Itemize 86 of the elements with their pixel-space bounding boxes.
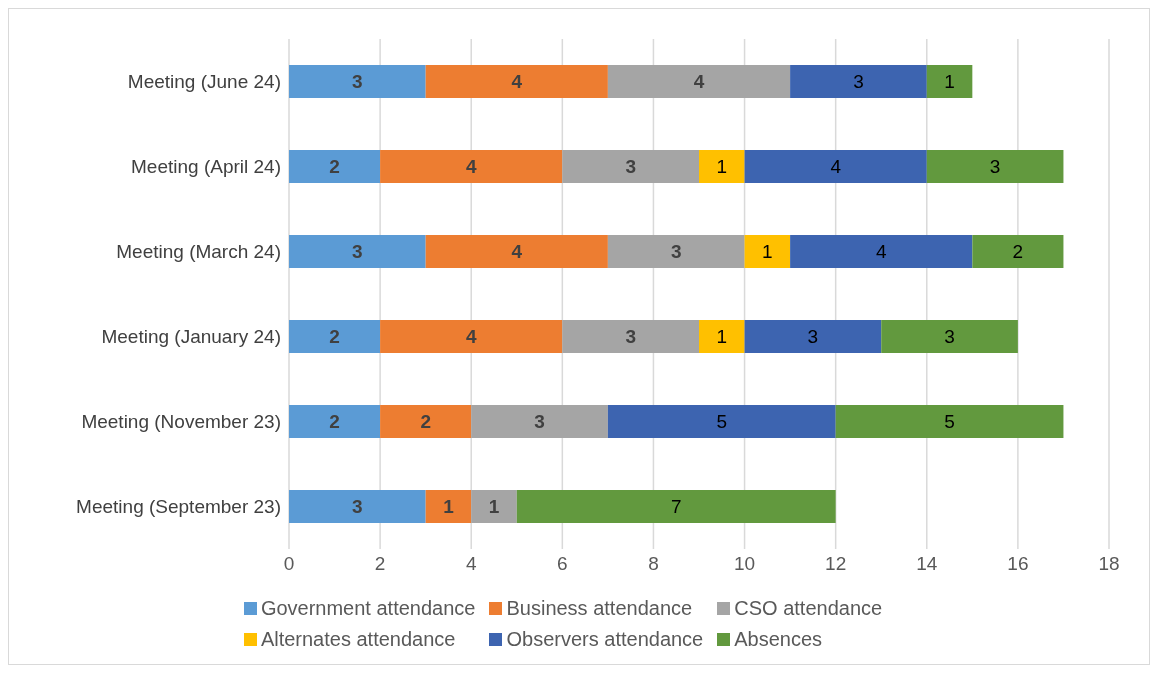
bar — [881, 320, 1018, 353]
bar — [289, 490, 426, 523]
bar — [425, 490, 472, 523]
bar — [380, 150, 563, 183]
legend-label: Alternates attendance — [260, 628, 456, 651]
bar — [699, 150, 745, 183]
bar — [744, 235, 791, 268]
x-tick-label: 8 — [648, 553, 659, 575]
bar — [607, 405, 836, 438]
data-label: 5 — [944, 411, 955, 433]
data-label: 2 — [1012, 241, 1024, 263]
bar — [380, 320, 563, 353]
bar — [289, 320, 381, 353]
x-tick-label: 10 — [733, 553, 756, 575]
data-label: 3 — [989, 156, 1001, 178]
data-label: 1 — [944, 71, 955, 93]
bar — [744, 320, 882, 353]
data-label: 1 — [716, 326, 728, 348]
bar — [562, 150, 699, 183]
data-label: 3 — [625, 156, 636, 178]
bar — [790, 65, 927, 98]
bar — [744, 150, 927, 183]
data-label: 3 — [352, 241, 363, 263]
data-label: 2 — [329, 156, 340, 178]
bar — [926, 150, 1064, 183]
data-label: 4 — [511, 71, 523, 93]
data-label: 3 — [853, 71, 864, 93]
bar — [790, 235, 973, 268]
bar — [699, 320, 745, 353]
data-label: 2 — [420, 411, 431, 433]
data-label: 1 — [488, 496, 500, 518]
legend-label: CSO attendance — [734, 597, 883, 620]
x-tick-label: 6 — [557, 553, 568, 575]
bar — [289, 65, 426, 98]
data-label: 1 — [762, 241, 773, 263]
data-label: 4 — [465, 326, 477, 348]
bar — [289, 235, 426, 268]
legend-label: Business attendance — [506, 597, 693, 620]
x-tick-label: 16 — [1007, 553, 1029, 575]
x-tick-label: 2 — [374, 553, 386, 575]
bar — [516, 490, 836, 523]
data-label: 4 — [830, 156, 842, 178]
data-label: 4 — [465, 156, 477, 178]
y-tick-label: Meeting (January 24) — [101, 326, 281, 348]
bar — [926, 65, 973, 98]
data-label: 4 — [511, 241, 523, 263]
bar — [471, 405, 608, 438]
x-tick-label: 4 — [465, 553, 477, 575]
bar — [380, 405, 472, 438]
x-tick-label: 12 — [825, 553, 847, 575]
data-label: 3 — [352, 71, 363, 93]
y-tick-label: Meeting (June 24) — [127, 71, 281, 93]
data-label: 3 — [670, 241, 682, 263]
y-tick-label: Meeting (March 24) — [116, 241, 281, 263]
y-tick-label: Meeting (November 23) — [81, 411, 281, 433]
bar — [471, 490, 517, 523]
bar — [289, 405, 381, 438]
data-label: 4 — [693, 71, 705, 93]
bar — [607, 65, 791, 98]
x-tick-label: 0 — [283, 553, 295, 575]
data-label: 5 — [716, 411, 728, 433]
legend-label: Absences — [734, 628, 823, 651]
data-label: 2 — [329, 326, 340, 348]
data-label: 1 — [443, 496, 455, 518]
data-label: 1 — [716, 156, 728, 178]
data-label: 2 — [329, 411, 340, 433]
legend-label: Government attendance — [260, 597, 476, 620]
data-label: 3 — [625, 326, 636, 348]
bar — [289, 150, 381, 183]
data-label: 3 — [352, 496, 363, 518]
bar — [562, 320, 699, 353]
bar — [425, 65, 608, 98]
bar — [425, 235, 608, 268]
data-label: 7 — [670, 496, 682, 518]
data-label: 4 — [875, 241, 887, 263]
data-label: 3 — [944, 326, 955, 348]
x-tick-label: 18 — [1098, 553, 1120, 575]
data-label: 3 — [534, 411, 545, 433]
bar — [607, 235, 745, 268]
y-tick-label: Meeting (September 23) — [76, 496, 281, 518]
bar — [835, 405, 1064, 438]
x-tick-label: 14 — [916, 553, 938, 575]
legend-label: Observers attendance — [506, 628, 704, 651]
bar — [972, 235, 1064, 268]
y-tick-label: Meeting (April 24) — [131, 156, 281, 178]
data-label: 3 — [807, 326, 819, 348]
